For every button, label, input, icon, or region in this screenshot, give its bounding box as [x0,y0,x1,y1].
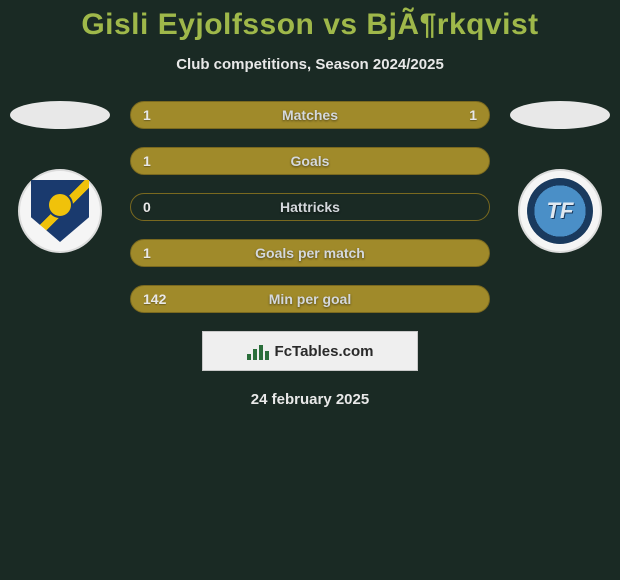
page-subtitle: Club competitions, Season 2024/2025 [0,56,620,73]
page-title: Gisli Eyjolfsson vs BjÃ¶rkqvist [0,8,620,42]
stat-left-value: 1 [143,245,173,261]
stat-left-value: 142 [143,291,173,307]
stat-label: Min per goal [269,291,351,307]
stat-bar: 1 Goals per match [130,239,490,267]
stat-bar: 1 Matches 1 [130,101,490,129]
date-label: 24 february 2025 [0,391,620,408]
content-row: 1 Matches 1 1 Goals 0 Hattricks 1 Goals per matc… [0,101,620,313]
right-side: TF [510,101,610,253]
roundel-icon: TF [527,178,593,244]
player-photo-placeholder-right [510,101,610,129]
team-badge-left [18,169,102,253]
stat-label: Goals [291,153,330,169]
brand-badge[interactable]: FcTables.com [202,331,418,371]
stat-label: Hattricks [280,199,340,215]
left-side [10,101,110,253]
stat-left-value: 1 [143,107,173,123]
player-photo-placeholder-left [10,101,110,129]
brand-name: FcTables.com [275,343,374,360]
stat-label: Matches [282,107,338,123]
stat-right-value: 1 [469,107,477,123]
stat-bars: 1 Matches 1 1 Goals 0 Hattricks 1 Goals per matc… [130,101,490,313]
stat-left-value: 1 [143,153,173,169]
stat-label: Goals per match [255,245,365,261]
team-badge-right: TF [518,169,602,253]
bar-chart-icon [247,342,269,360]
shield-icon [31,180,89,242]
badge-right-initials: TF [547,198,574,224]
stat-bar: 142 Min per goal [130,285,490,313]
stat-bar: 0 Hattricks [130,193,490,221]
stat-left-value: 0 [143,199,173,215]
stat-bar: 1 Goals [130,147,490,175]
comparison-widget: Gisli Eyjolfsson vs BjÃ¶rkqvist Club com… [0,0,620,408]
